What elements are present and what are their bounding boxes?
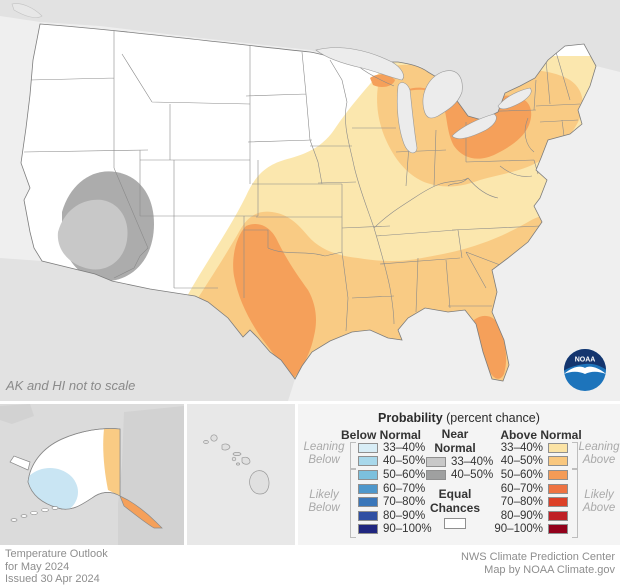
island-kahoolawe <box>236 462 240 466</box>
island-niihau <box>203 440 209 444</box>
label-leaning-below: Leaning Below <box>303 441 345 466</box>
swatch-below-90-100 <box>358 524 378 535</box>
alaska-above-normal-region <box>103 428 120 496</box>
us-outline <box>20 23 597 382</box>
legend-row: 60–70% <box>358 482 432 496</box>
legend-row: 33–40% <box>490 441 568 455</box>
swatch-below-60-70 <box>358 483 378 494</box>
swatch-below-50-60 <box>358 469 378 480</box>
swatch-above-50-60 <box>548 469 568 480</box>
seward-peninsula <box>9 455 31 471</box>
conus-outlook-map: AK and HI not to scale NOAA <box>0 0 620 401</box>
region-near-normal-33-40 <box>57 199 128 270</box>
bracket-leaning-above <box>572 442 578 469</box>
legend-row: 60–70% <box>490 482 568 496</box>
island-molokai <box>232 452 242 456</box>
swatch-above-33-40 <box>548 442 568 453</box>
bracket-likely-above <box>572 469 578 538</box>
swatch-near-33-40 <box>426 456 446 467</box>
label-likely-below: Likely Below <box>308 489 340 514</box>
vancouver-island <box>11 3 43 18</box>
swatch-above-70-80 <box>548 497 568 508</box>
great-lakes <box>315 47 532 154</box>
state-borders <box>23 26 581 332</box>
legend-rows-above: 33–40% 40–50% 50–60% 60–70% 70–80% 80–90… <box>490 441 568 536</box>
swatch-above-90-100 <box>548 524 568 535</box>
lake-superior <box>315 47 404 81</box>
island-maui <box>241 456 251 465</box>
legend-rows-near: 33–40% 40–50% <box>426 455 493 482</box>
swatch-below-80-90 <box>358 510 378 521</box>
alaska-inset-svg <box>0 404 184 545</box>
label-leaning-above: Leaning Above <box>578 441 620 466</box>
hawaii-inset-svg <box>187 404 295 545</box>
swatch-below-33-40 <box>358 442 378 453</box>
legend-header-above: Above Normal <box>500 428 582 442</box>
swatch-below-70-80 <box>358 497 378 508</box>
swatch-above-60-70 <box>548 483 568 494</box>
russia-inset <box>0 404 34 424</box>
swatch-near-40-50 <box>426 470 446 481</box>
legend-row: 40–50% <box>490 455 568 469</box>
lake-ontario <box>497 87 532 110</box>
legend-title-bold: Probability <box>378 411 443 425</box>
conus-map-svg <box>0 0 620 401</box>
legend-row: 70–80% <box>358 495 432 509</box>
bracket-likely-below <box>350 469 356 538</box>
island-hawaii <box>249 470 270 495</box>
legend-row: 80–90% <box>490 509 568 523</box>
legend-row: 80–90% <box>358 509 432 523</box>
footer: Temperature Outlook for May 2024 Issued … <box>0 545 620 585</box>
lake-erie <box>451 113 497 139</box>
mexico-landmass <box>0 258 295 401</box>
legend-header-near: Near Normal <box>434 427 476 455</box>
swatch-below-40-50 <box>358 456 378 467</box>
legend-row: 90–100% <box>358 523 432 537</box>
lake-michigan <box>396 82 418 154</box>
noaa-logo-sky <box>564 349 606 372</box>
lake-huron <box>422 70 463 119</box>
footer-left-text: Temperature Outlook for May 2024 Issued … <box>5 548 108 585</box>
equal-chances-label: Equal Chances <box>429 487 481 515</box>
noaa-gull-icon <box>564 366 606 374</box>
legend-title-suffix: (percent chance) <box>446 411 540 425</box>
noaa-logo-text: NOAA <box>575 357 596 364</box>
hawaii-ocean <box>187 404 295 545</box>
swatch-equal-chances <box>444 518 466 529</box>
alaska-inset <box>0 404 184 545</box>
hawaii-islands <box>203 434 270 495</box>
canada-landmass <box>0 0 620 120</box>
bracket-leaning-below <box>350 442 356 469</box>
noaa-logo-svg: NOAA <box>564 349 606 391</box>
legend-row: 33–40% <box>358 441 432 455</box>
alaska-panhandle <box>119 495 163 529</box>
swatch-above-40-50 <box>548 456 568 467</box>
island-lanai <box>231 456 237 462</box>
hawaii-inset <box>187 404 295 545</box>
legend-row: 50–60% <box>358 468 432 482</box>
region-above-50-60-florida <box>474 315 507 379</box>
legend-row: 90–100% <box>490 523 568 537</box>
probability-legend: Probability (percent chance) Below Norma… <box>298 404 620 545</box>
label-likely-above: Likely Above <box>582 489 616 514</box>
island-oahu <box>221 443 231 451</box>
aleutian-islands <box>10 506 59 522</box>
legend-row: 40–50% <box>426 469 493 483</box>
legend-header-below: Below Normal <box>340 428 421 442</box>
legend-row: 70–80% <box>490 495 568 509</box>
noaa-logo: NOAA <box>562 347 608 393</box>
not-to-scale-note: AK and HI not to scale <box>6 378 136 393</box>
swatch-above-80-90 <box>548 510 568 521</box>
region-above-50-60-texas <box>233 223 316 378</box>
legend-title: Probability (percent chance) <box>298 411 620 425</box>
footer-right-text: NWS Climate Prediction Center Map by NOA… <box>460 551 615 576</box>
legend-row: 50–60% <box>490 468 568 482</box>
legend-row: 40–50% <box>358 455 432 469</box>
legend-rows-below: 33–40% 40–50% 50–60% 60–70% 70–80% 80–90… <box>358 441 432 536</box>
island-kauai <box>210 434 218 442</box>
legend-row: 33–40% <box>426 455 493 469</box>
